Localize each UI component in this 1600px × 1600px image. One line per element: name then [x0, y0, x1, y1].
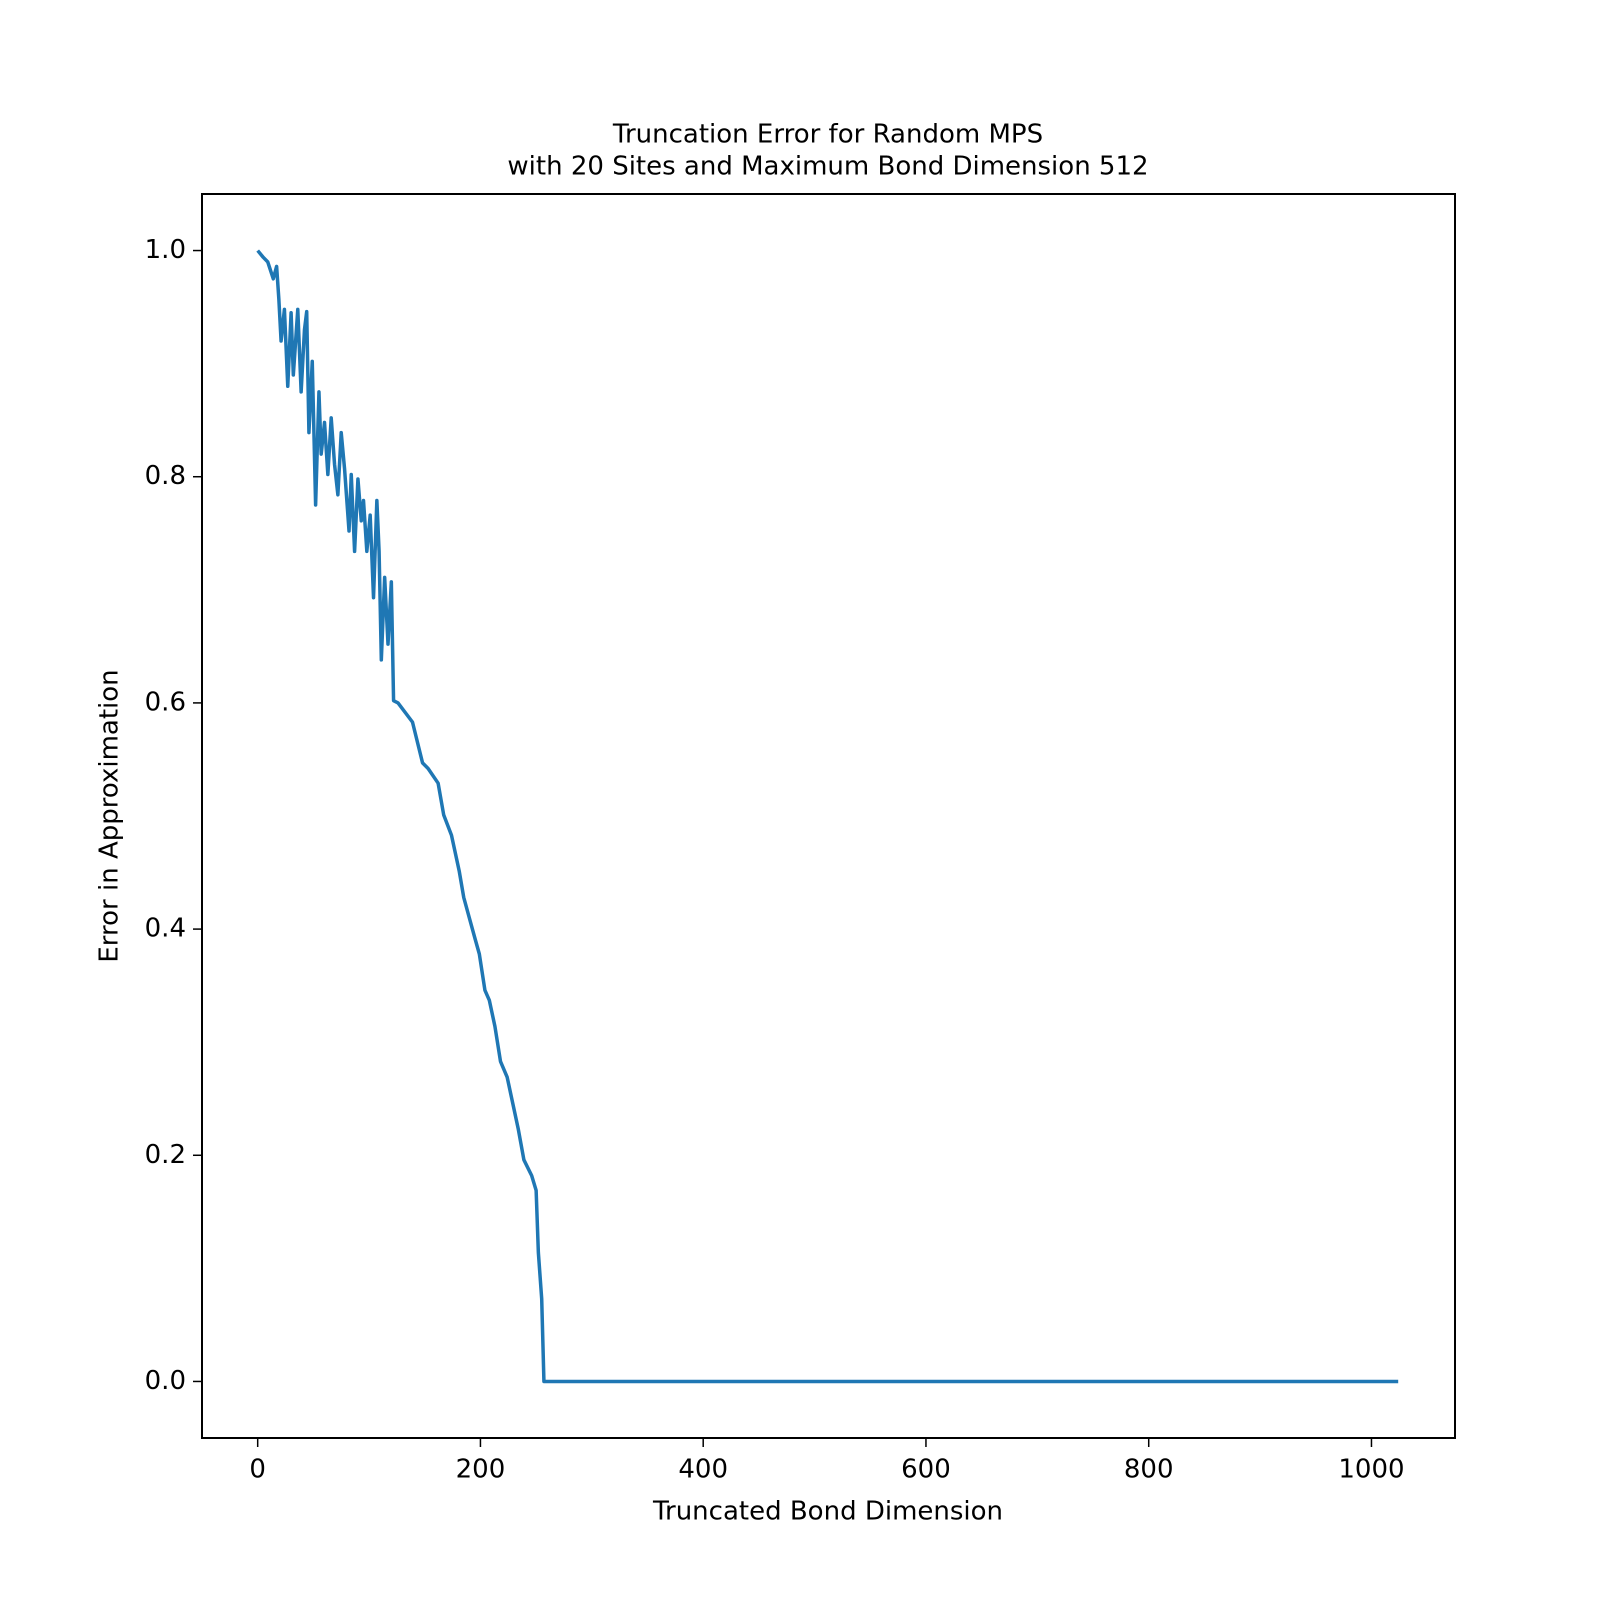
x-tick-label: 800 — [1124, 1455, 1174, 1485]
x-tick-label: 200 — [456, 1455, 506, 1485]
x-axis-label: Truncated Bond Dimension — [652, 1497, 1003, 1527]
x-tick-label: 1000 — [1338, 1455, 1404, 1485]
x-tick-label: 600 — [901, 1455, 951, 1485]
y-tick-label: 0.6 — [145, 687, 186, 717]
chart-title: Truncation Error for Random MPS — [612, 120, 1043, 150]
y-tick-label: 0.4 — [145, 914, 186, 944]
y-tick-label: 0.0 — [145, 1366, 186, 1396]
y-axis-label: Error in Approximation — [95, 669, 125, 962]
y-tick-label: 0.8 — [145, 461, 186, 491]
y-tick-label: 0.2 — [145, 1140, 186, 1170]
chart-subtitle: with 20 Sites and Maximum Bond Dimension… — [507, 152, 1148, 182]
y-tick-label: 1.0 — [145, 235, 186, 265]
x-tick-label: 0 — [249, 1455, 266, 1485]
plot-frame — [201, 193, 1456, 1439]
x-tick-label: 400 — [678, 1455, 728, 1485]
data-line — [256, 249, 1399, 1384]
